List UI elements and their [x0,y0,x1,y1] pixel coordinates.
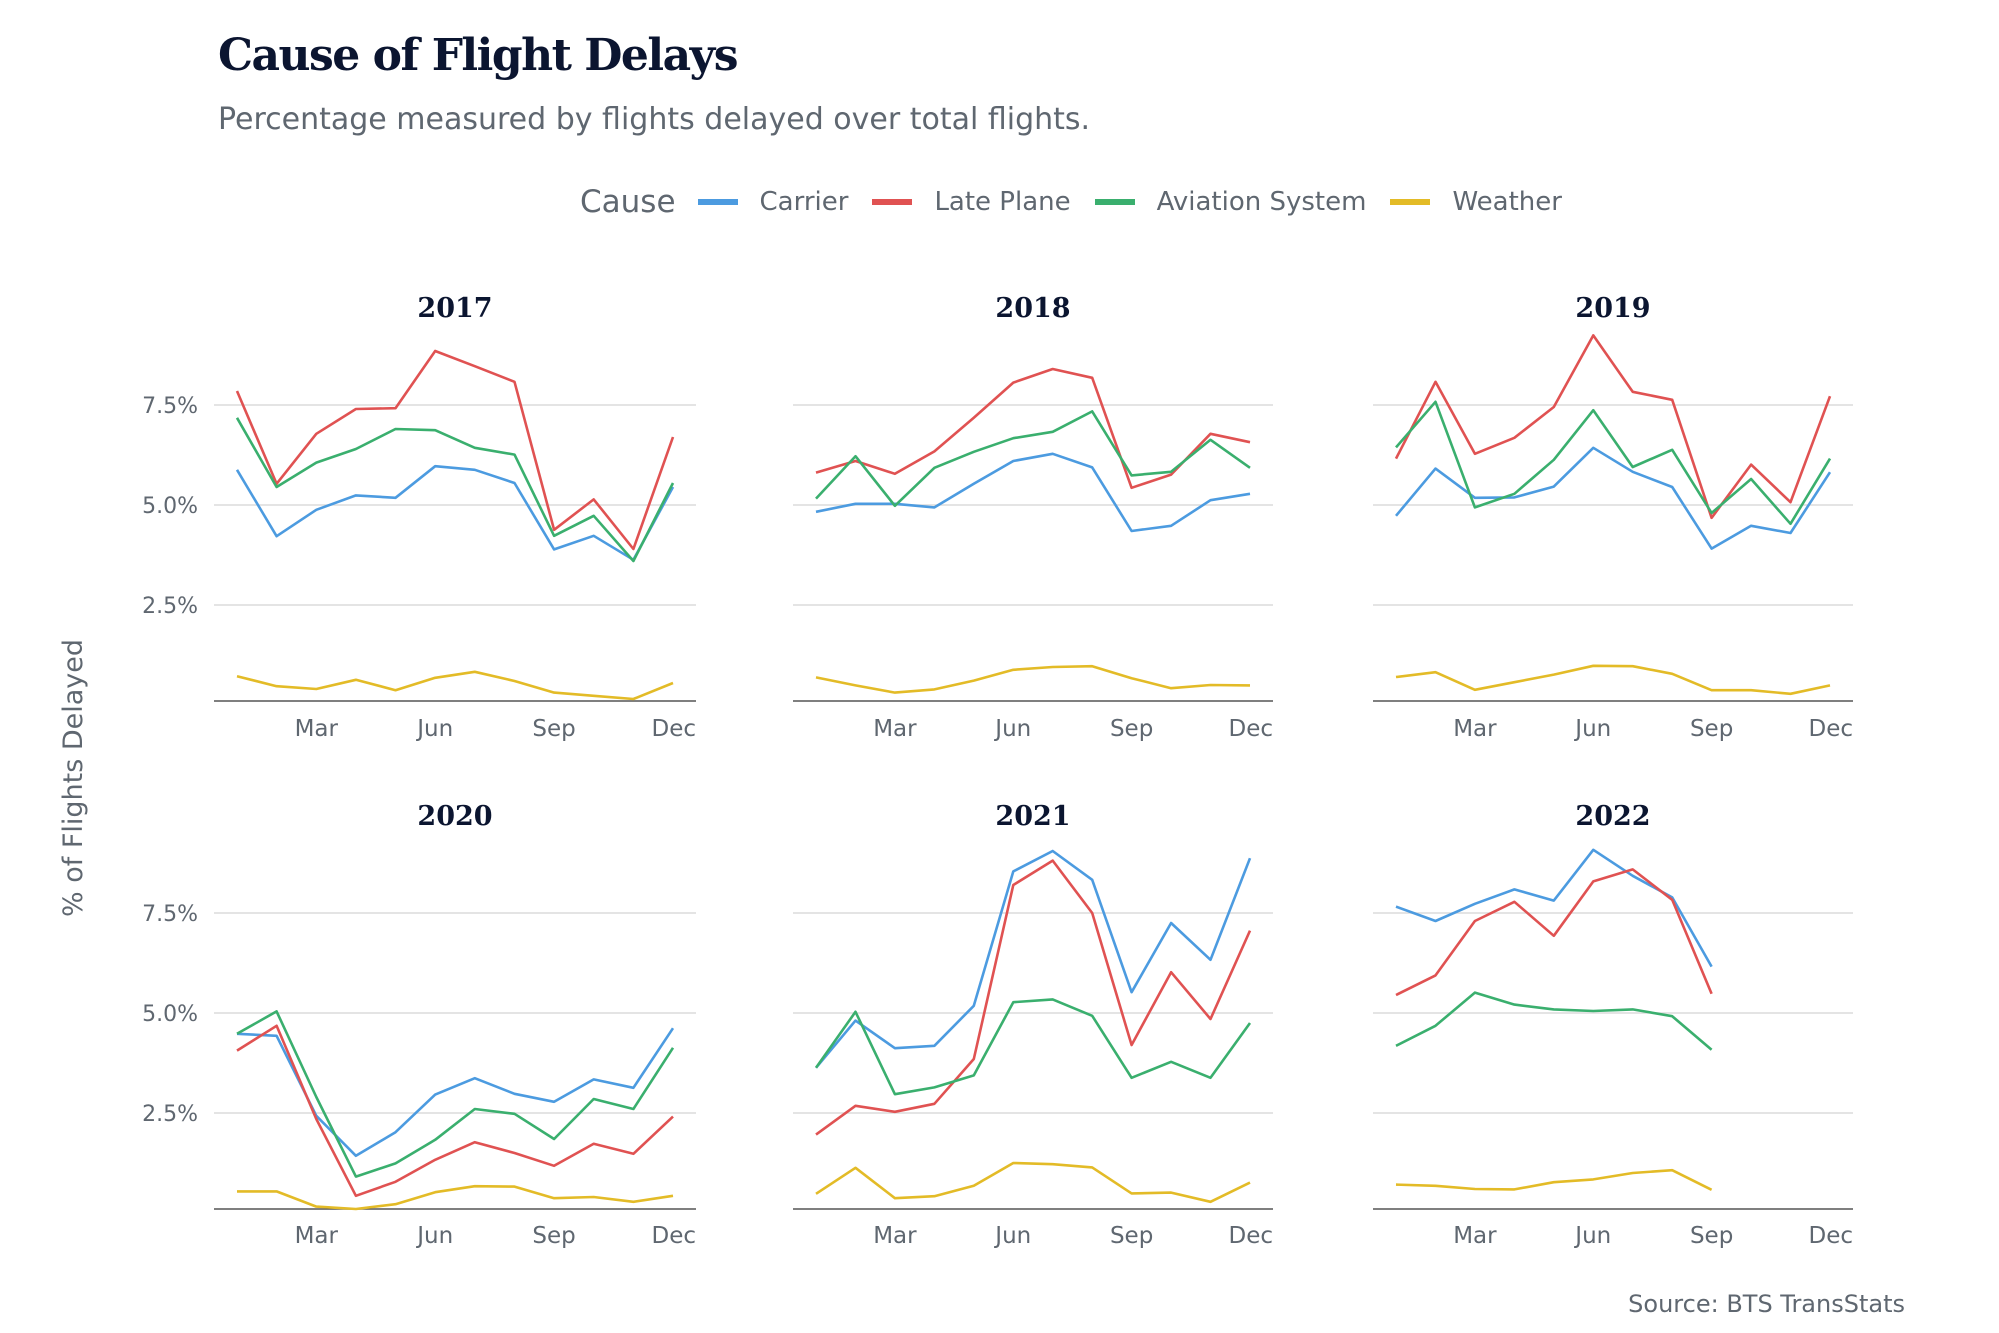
series-line-aviation-system-2017 [235,417,675,563]
panel-title-2021: 2021 [995,801,1070,832]
panel-title-2022: 2022 [1575,801,1650,832]
series-line-aviation-system-2018 [815,410,1251,508]
series-line-late-plane-2021 [815,859,1252,1136]
series-line-aviation-system-2020 [236,1010,675,1178]
x-tick-label: Sep [1690,1223,1733,1249]
x-tick-label: Sep [1110,1223,1153,1249]
y-tick-label: 2.5% [142,594,198,619]
legend-swatch [1094,199,1135,205]
legend-swatch [872,199,913,205]
y-axis-label: % of Flights Delayed [58,639,89,917]
x-tick-label: Sep [532,716,575,742]
y-tick-label: 7.5% [142,394,198,419]
series-line-aviation-system-2019 [1395,400,1832,526]
source-note: Source: BTS TransStats [1628,1290,1905,1318]
y-tick-label: 5.0% [142,494,198,519]
x-tick-label: Jun [993,1223,1031,1249]
series-line-late-plane-2018 [815,367,1251,490]
series-line-late-plane-2019 [1394,334,1832,520]
y-tick-label: 2.5% [142,1102,198,1127]
x-tick-label: Dec [1228,716,1273,742]
x-tick-label: Jun [993,716,1031,742]
legend: Cause Carrier Late Plane Aviation System… [580,184,1586,220]
series-line-weather-2020 [237,1184,674,1211]
x-tick-label: Sep [1110,716,1153,742]
legend-item-weather: Weather [1390,187,1562,217]
x-tick-label: Sep [532,1223,575,1249]
series-line-late-plane-2020 [236,1024,674,1198]
x-tick-label: Mar [873,716,917,742]
legend-item-late-plane: Late Plane [872,187,1071,217]
series-line-carrier-2022 [1395,848,1713,968]
panel-title-2018: 2018 [995,293,1070,324]
series-line-aviation-system-2021 [814,998,1252,1096]
legend-label: Carrier [759,187,849,217]
series-line-carrier-2019 [1395,446,1832,550]
panel-title-2017: 2017 [417,293,492,324]
legend-title: Cause [580,184,676,220]
legend-swatch [697,199,738,205]
x-tick-label: Mar [295,716,339,742]
legend-label: Aviation System [1156,187,1367,217]
legend-swatch [1390,199,1431,205]
series-line-carrier-2017 [235,464,675,562]
legend-item-aviation-system: Aviation System [1094,187,1367,217]
x-tick-label: Jun [1573,716,1611,742]
x-tick-label: Mar [295,1223,339,1249]
series-line-carrier-2018 [815,452,1251,533]
x-tick-label: Jun [1573,1223,1611,1249]
chart-title: Cause of Flight Delays [218,30,738,81]
panel-title-2020: 2020 [417,801,492,832]
x-tick-label: Dec [651,1223,696,1249]
legend-label: Late Plane [934,187,1071,217]
series-line-late-plane-2022 [1395,868,1713,997]
series-line-weather-2022 [1395,1168,1713,1191]
x-tick-label: Dec [1808,1223,1853,1249]
legend-label: Weather [1452,187,1562,217]
x-tick-label: Dec [1228,1223,1273,1249]
x-tick-label: Sep [1690,716,1733,742]
legend-item-carrier: Carrier [697,187,849,217]
series-line-aviation-system-2022 [1395,991,1713,1051]
series-line-late-plane-2017 [235,349,675,551]
y-tick-label: 7.5% [142,902,198,927]
series-line-weather-2021 [815,1161,1251,1204]
series-line-weather-2019 [1395,664,1831,696]
x-tick-label: Mar [1453,716,1497,742]
x-tick-label: Dec [1808,716,1853,742]
series-line-carrier-2021 [815,849,1252,1069]
series-line-carrier-2020 [236,1027,675,1158]
panel-title-2019: 2019 [1575,293,1650,324]
x-tick-label: Jun [415,1223,453,1249]
x-tick-label: Mar [873,1223,917,1249]
chart-subtitle: Percentage measured by flights delayed o… [218,102,1091,137]
x-tick-label: Dec [651,716,696,742]
y-tick-label: 5.0% [142,1002,198,1027]
series-line-weather-2017 [236,670,674,701]
x-tick-label: Mar [1453,1223,1497,1249]
x-tick-label: Jun [415,716,453,742]
series-line-weather-2018 [815,664,1251,694]
